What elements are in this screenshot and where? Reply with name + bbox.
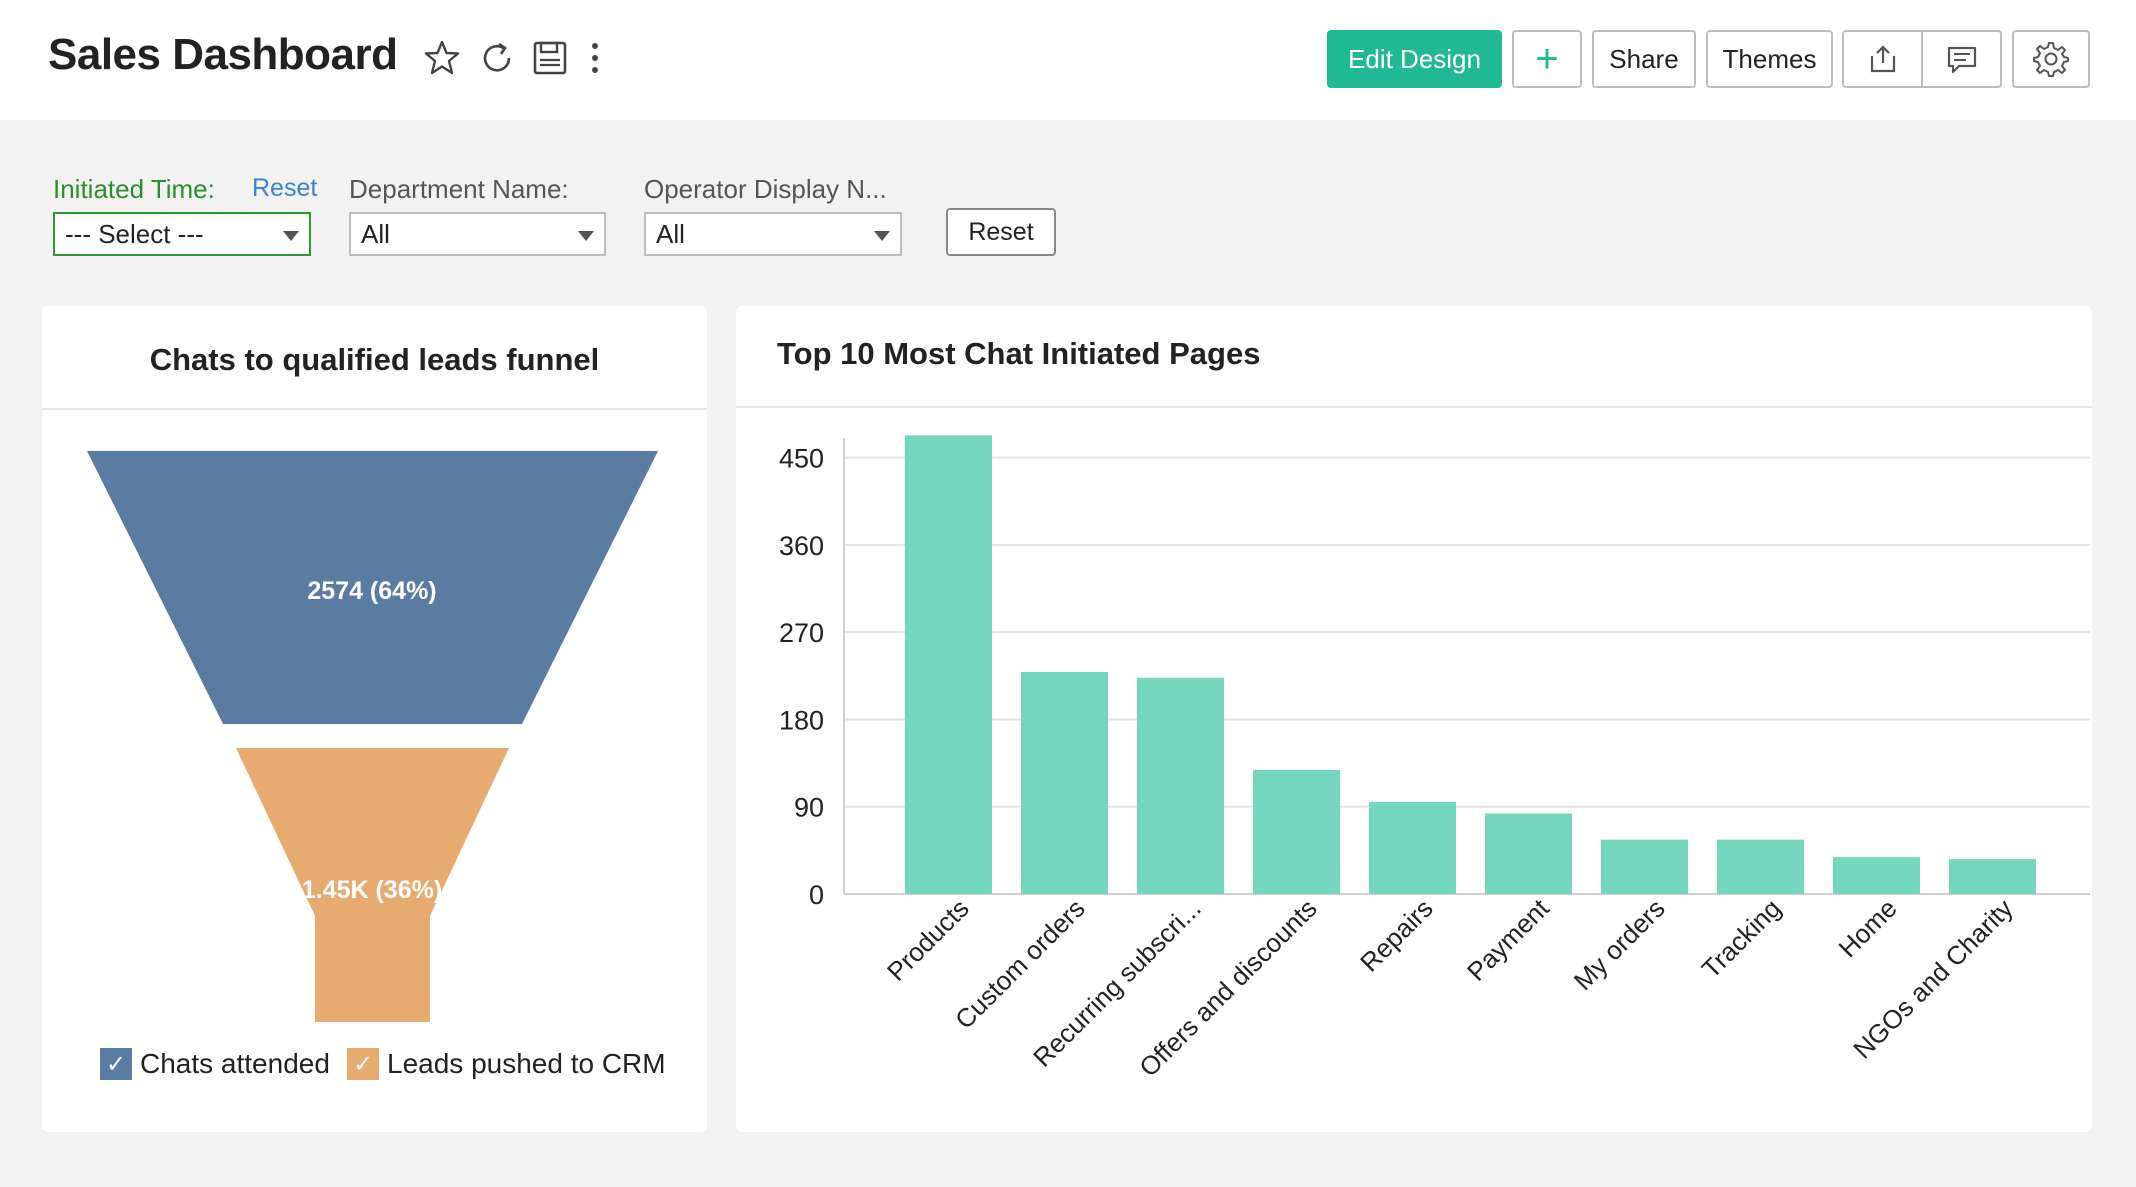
- bar[interactable]: [1485, 813, 1572, 894]
- department-label: Department Name:: [349, 174, 569, 204]
- funnel-label-leads-pushed: 1.45K (36%): [302, 876, 442, 904]
- funnel-card-title: Chats to qualified leads funnel: [149, 342, 600, 377]
- export-button[interactable]: [1844, 32, 1921, 86]
- save-icon[interactable]: [530, 38, 570, 78]
- bar[interactable]: [1833, 857, 1920, 894]
- bar[interactable]: [1369, 801, 1456, 894]
- bar[interactable]: [905, 435, 992, 894]
- funnel-label-chats-attended: 2574 (64%): [307, 577, 436, 605]
- dashboard-title: Sales Dashboard: [48, 30, 398, 79]
- bar[interactable]: [1253, 769, 1340, 894]
- initiated-time-label: Initiated Time:: [53, 174, 215, 204]
- funnel-legend-item-leads[interactable]: ✓ Leads pushed to CRM: [347, 1048, 666, 1080]
- refresh-icon[interactable]: [477, 38, 517, 78]
- more-vertical-icon[interactable]: [575, 38, 615, 78]
- bar[interactable]: [1717, 839, 1804, 894]
- comment-icon: [1947, 46, 1976, 74]
- y-tick-label: 90: [794, 793, 824, 823]
- export-comment-group: [1842, 30, 2002, 88]
- x-tick-label: My orders: [1568, 893, 1671, 996]
- add-button[interactable]: +: [1512, 30, 1582, 88]
- settings-button[interactable]: [2012, 30, 2090, 88]
- y-tick-label: 270: [779, 618, 824, 648]
- bar[interactable]: [1021, 671, 1108, 894]
- y-tick-label: 360: [779, 531, 824, 561]
- chevron-down-icon: [578, 231, 594, 241]
- bar-card-title: Top 10 Most Chat Initiated Pages: [777, 336, 1261, 371]
- funnel-card-header: [42, 306, 707, 410]
- x-tick-label: Payment: [1461, 892, 1555, 986]
- themes-button[interactable]: Themes: [1706, 30, 1833, 88]
- checkbox-checked-icon: ✓: [347, 1048, 379, 1080]
- filters-reset-button[interactable]: Reset: [946, 208, 1056, 256]
- operator-value: All: [656, 218, 685, 249]
- checkbox-checked-icon: ✓: [100, 1048, 132, 1080]
- initiated-time-select[interactable]: --- Select ---: [53, 212, 311, 256]
- export-icon: [1870, 45, 1895, 73]
- chevron-down-icon: [874, 231, 890, 241]
- department-value: All: [361, 218, 390, 249]
- settings-gear-icon: [2033, 42, 2069, 77]
- top-bar: Sales Dashboard Edit Design + Share Them…: [0, 0, 2136, 120]
- legend-label-chats: Chats attended: [140, 1048, 330, 1079]
- department-select[interactable]: All: [349, 212, 606, 256]
- x-tick-label: Repairs: [1354, 893, 1439, 978]
- operator-select[interactable]: All: [644, 212, 902, 256]
- operator-label: Operator Display N...: [644, 174, 887, 204]
- star-icon[interactable]: [422, 38, 462, 78]
- bar-card-header: [736, 306, 2092, 408]
- share-button[interactable]: Share: [1592, 30, 1696, 88]
- funnel-legend-item-chats[interactable]: ✓ Chats attended: [100, 1048, 330, 1080]
- funnel-stage-leads-pushed[interactable]: [236, 748, 509, 1022]
- x-tick-label: Tracking: [1696, 893, 1787, 984]
- x-tick-label: Home: [1832, 893, 1902, 963]
- bar[interactable]: [1137, 677, 1224, 894]
- y-tick-label: 180: [779, 705, 824, 735]
- y-tick-label: 450: [779, 444, 824, 474]
- bar[interactable]: [1601, 839, 1688, 894]
- legend-label-leads: Leads pushed to CRM: [387, 1048, 666, 1079]
- comment-button[interactable]: [1921, 32, 2000, 86]
- initiated-time-value: --- Select ---: [65, 218, 204, 249]
- initiated-time-reset-link[interactable]: Reset: [252, 174, 318, 202]
- funnel-stage-chats-attended[interactable]: [87, 451, 658, 724]
- y-tick-label: 0: [809, 880, 824, 910]
- edit-design-button[interactable]: Edit Design: [1327, 30, 1502, 88]
- chevron-down-icon: [283, 231, 299, 241]
- bar[interactable]: [1949, 859, 2036, 894]
- x-tick-label: Products: [881, 893, 975, 987]
